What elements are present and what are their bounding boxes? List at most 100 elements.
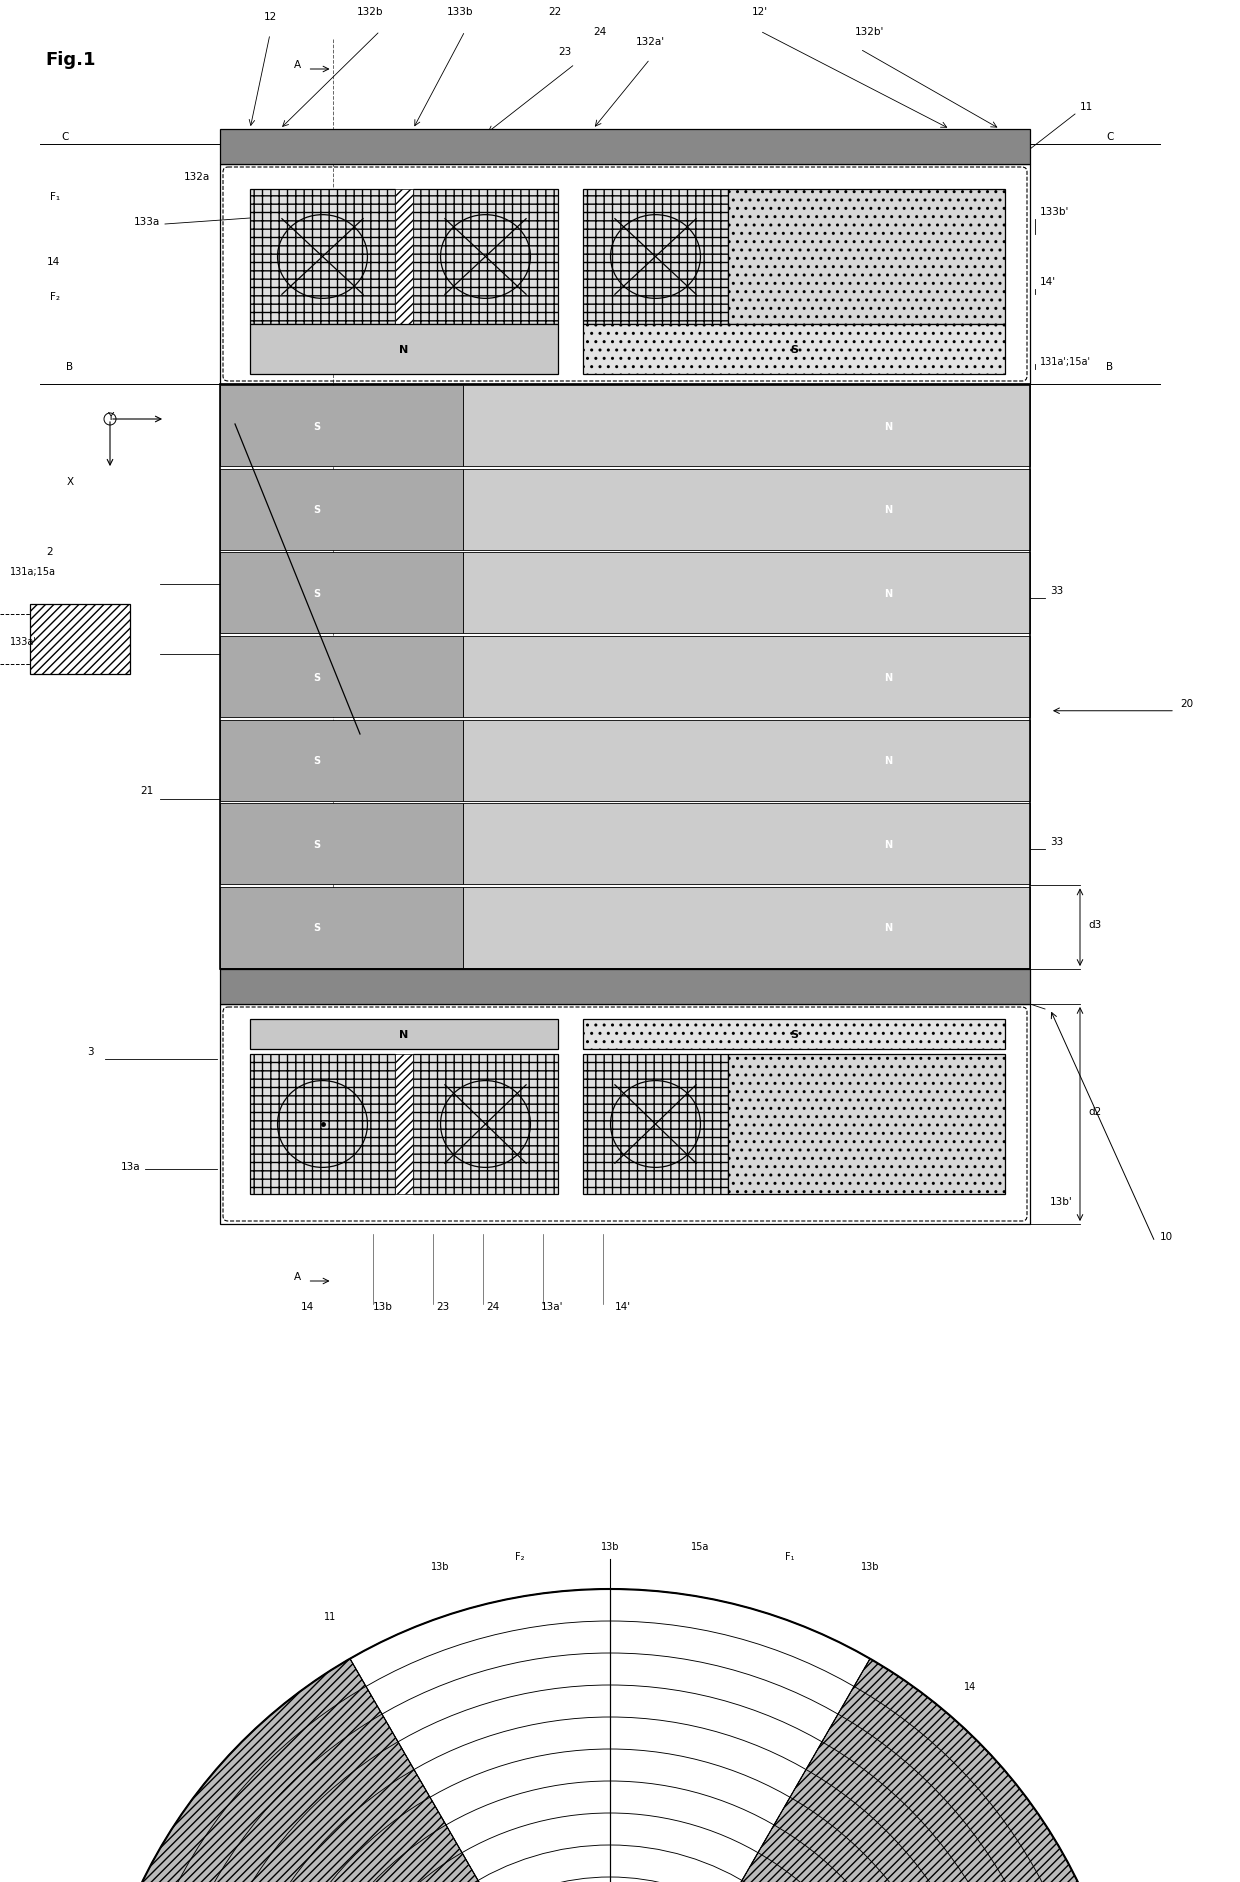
Bar bbox=[219, 1005, 1030, 1225]
Text: 132b: 132b bbox=[357, 8, 383, 17]
Bar bbox=[463, 804, 1030, 885]
Text: 24: 24 bbox=[486, 1300, 500, 1312]
Text: 15a: 15a bbox=[691, 1541, 709, 1551]
Bar bbox=[463, 636, 1030, 717]
Text: A: A bbox=[294, 1272, 301, 1282]
Text: Y: Y bbox=[107, 412, 113, 422]
Text: F₂: F₂ bbox=[50, 292, 60, 301]
Bar bbox=[463, 386, 1030, 467]
Text: 23: 23 bbox=[436, 1300, 449, 1312]
Bar bbox=[463, 553, 1030, 634]
Text: F₁: F₁ bbox=[50, 192, 60, 201]
Bar bbox=[583, 190, 728, 326]
Polygon shape bbox=[131, 1658, 510, 1882]
Text: X: X bbox=[67, 476, 73, 487]
Text: 133b: 133b bbox=[446, 8, 474, 17]
Bar bbox=[219, 804, 463, 885]
Text: A: A bbox=[294, 60, 301, 70]
Text: 12: 12 bbox=[263, 11, 277, 23]
Bar bbox=[219, 166, 1030, 384]
Text: S: S bbox=[314, 422, 321, 431]
Bar bbox=[413, 190, 558, 326]
Bar bbox=[250, 1020, 558, 1050]
Text: 132a: 132a bbox=[184, 171, 210, 183]
Text: N: N bbox=[884, 672, 893, 681]
Text: 11: 11 bbox=[1080, 102, 1094, 111]
Text: S: S bbox=[790, 1029, 799, 1039]
Text: 132b': 132b' bbox=[856, 26, 884, 38]
Bar bbox=[250, 190, 396, 326]
Text: 24: 24 bbox=[594, 26, 606, 38]
Text: S: S bbox=[314, 757, 321, 766]
Bar bbox=[219, 886, 463, 967]
Text: 14': 14' bbox=[615, 1300, 631, 1312]
Text: C: C bbox=[1106, 132, 1114, 141]
Text: 21: 21 bbox=[140, 787, 154, 796]
Text: S: S bbox=[314, 672, 321, 681]
Text: Fig.1: Fig.1 bbox=[45, 51, 95, 70]
Bar bbox=[583, 1020, 1004, 1050]
Text: C: C bbox=[61, 132, 68, 141]
Bar bbox=[219, 553, 463, 634]
Text: S: S bbox=[314, 589, 321, 598]
Text: 33: 33 bbox=[1050, 585, 1063, 595]
Bar bbox=[219, 969, 1030, 1005]
Text: S: S bbox=[314, 839, 321, 849]
Text: d3: d3 bbox=[1087, 920, 1101, 930]
Bar bbox=[30, 604, 130, 674]
Bar bbox=[396, 1054, 413, 1195]
Bar bbox=[219, 130, 1030, 166]
Text: S: S bbox=[790, 344, 799, 356]
Bar bbox=[219, 386, 463, 467]
Text: 12': 12' bbox=[751, 8, 768, 17]
Polygon shape bbox=[350, 1588, 870, 1882]
Text: 131a';15a': 131a';15a' bbox=[1040, 358, 1091, 367]
Text: F₂: F₂ bbox=[516, 1551, 525, 1562]
Text: 13b': 13b' bbox=[1050, 1197, 1073, 1206]
Text: 2: 2 bbox=[47, 546, 53, 557]
Bar bbox=[463, 721, 1030, 802]
Text: N: N bbox=[884, 589, 893, 598]
Text: B: B bbox=[67, 361, 73, 373]
Text: F₁: F₁ bbox=[785, 1551, 795, 1562]
Text: 131a;15a: 131a;15a bbox=[10, 566, 56, 576]
Text: 14: 14 bbox=[301, 1300, 314, 1312]
Text: 11: 11 bbox=[324, 1611, 336, 1620]
Bar bbox=[413, 1054, 558, 1195]
Text: 133a': 133a' bbox=[10, 636, 37, 647]
Text: 13b: 13b bbox=[372, 1300, 392, 1312]
Text: N: N bbox=[884, 922, 893, 933]
Text: N: N bbox=[884, 839, 893, 849]
Bar bbox=[219, 470, 463, 551]
Bar bbox=[219, 721, 463, 802]
Text: N: N bbox=[884, 504, 893, 516]
Text: 133a: 133a bbox=[134, 216, 160, 228]
Text: d2: d2 bbox=[1087, 1107, 1101, 1116]
Bar bbox=[250, 1054, 396, 1195]
Bar bbox=[728, 190, 1004, 326]
Text: 22: 22 bbox=[548, 8, 562, 17]
Bar bbox=[583, 1054, 728, 1195]
Text: 14: 14 bbox=[963, 1681, 976, 1692]
Text: N: N bbox=[399, 1029, 409, 1039]
Text: 33: 33 bbox=[1050, 836, 1063, 847]
Text: 14: 14 bbox=[47, 256, 60, 267]
Text: S: S bbox=[314, 922, 321, 933]
Text: N: N bbox=[884, 757, 893, 766]
Text: 13b: 13b bbox=[430, 1562, 449, 1571]
Text: 13a: 13a bbox=[120, 1161, 140, 1171]
Text: N: N bbox=[399, 344, 409, 356]
Text: N: N bbox=[884, 422, 893, 431]
Text: S: S bbox=[314, 504, 321, 516]
Bar bbox=[463, 470, 1030, 551]
Text: 133b': 133b' bbox=[1040, 207, 1069, 216]
Text: B: B bbox=[1106, 361, 1114, 373]
Text: 14': 14' bbox=[1040, 277, 1056, 286]
Text: 13b: 13b bbox=[861, 1562, 879, 1571]
Text: 23: 23 bbox=[558, 47, 572, 56]
Bar bbox=[396, 190, 413, 326]
Bar bbox=[728, 1054, 1004, 1195]
Bar bbox=[463, 886, 1030, 967]
Text: 10: 10 bbox=[1159, 1231, 1173, 1242]
Text: 132a': 132a' bbox=[635, 38, 665, 47]
